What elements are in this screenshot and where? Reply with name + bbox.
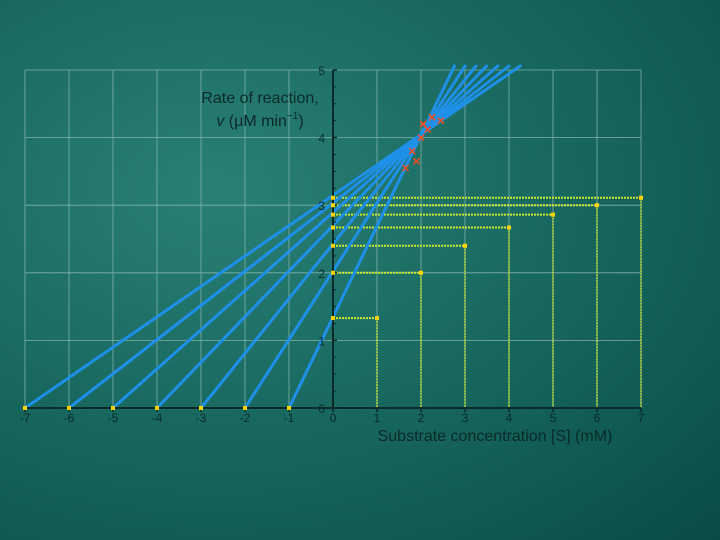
data-point-axis-v <box>331 243 335 248</box>
y-axis-label-units: (μM min <box>224 113 287 130</box>
data-point-negative-s <box>199 406 203 410</box>
markers <box>23 195 643 410</box>
x-tick-label: -6 <box>64 411 75 425</box>
y-axis-label-exponent: −1 <box>287 111 299 122</box>
x-tick-label: 4 <box>506 411 513 425</box>
x-axis-label: Substrate concentration [S] (mM) <box>378 428 613 445</box>
data-point-negative-s <box>23 406 27 410</box>
y-tick-label: 4 <box>318 132 325 146</box>
data-point-axis-v <box>331 212 335 217</box>
axes <box>24 69 642 412</box>
intersection-marks <box>402 113 445 172</box>
x-tick-label: -5 <box>108 411 119 425</box>
y-tick-label: 1 <box>318 334 325 348</box>
series-line <box>287 64 456 410</box>
x-tick-label: 0 <box>330 411 337 425</box>
series-line <box>155 64 489 410</box>
intersection-cross <box>428 113 436 121</box>
intersection-cross <box>419 120 427 128</box>
y-axis-label-line1: Rate of reaction, <box>201 90 318 107</box>
x-tick-label: 3 <box>462 411 469 425</box>
data-point-s-v <box>551 212 555 217</box>
y-axis-label-line2: v (μM min−1) <box>216 111 303 130</box>
data-point-s-v <box>463 243 467 248</box>
intersection-cross <box>437 117 445 125</box>
data-point-s-v <box>375 316 379 321</box>
data-point-s-v <box>595 203 599 208</box>
data-point-axis-v <box>331 203 335 208</box>
x-tick-label: 7 <box>638 411 645 425</box>
x-tick-label: -7 <box>20 411 31 425</box>
data-point-axis-v <box>331 270 335 275</box>
y-tick-label: 2 <box>318 267 325 281</box>
y-axis-label-variable: v <box>216 113 225 130</box>
y-axis-label-close: ) <box>298 113 303 130</box>
x-tick-label: 1 <box>374 411 381 425</box>
intersection-cross <box>402 164 410 172</box>
intersection-cross <box>417 134 425 142</box>
tick-labels: -7 -6 -5 -4 -3 -2 -1 0 1 2 3 4 5 6 7 0 1 2 3 4 5 <box>20 64 645 425</box>
series-line <box>111 64 500 410</box>
x-tick-label: 5 <box>550 411 557 425</box>
x-tick-label: -2 <box>240 411 251 425</box>
intersection-cross <box>413 157 421 165</box>
x-tick-label: -3 <box>196 411 207 425</box>
data-point-axis-v <box>331 195 335 200</box>
intersection-cross <box>408 147 416 155</box>
data-point-negative-s <box>243 406 247 410</box>
data-point-axis-v <box>331 225 335 230</box>
data-point-negative-s <box>155 406 159 410</box>
series-lines <box>23 64 522 410</box>
x-tick-label: 6 <box>594 411 601 425</box>
y-tick-label: 3 <box>318 199 325 213</box>
y-tick-label: 5 <box>318 64 325 78</box>
y-tick-label: 0 <box>318 402 325 416</box>
data-point-negative-s <box>67 406 71 410</box>
x-tick-label: -1 <box>284 411 295 425</box>
intersection-cross <box>424 125 432 134</box>
x-tick-label: 2 <box>418 411 425 425</box>
data-point-s-v <box>507 225 511 230</box>
data-point-negative-s <box>111 406 115 410</box>
data-point-axis-v <box>331 316 335 321</box>
data-point-s-v <box>419 270 423 275</box>
data-point-s-v <box>639 195 643 200</box>
data-point-negative-s <box>287 406 291 410</box>
drop-lines <box>333 196 642 408</box>
x-tick-label: -4 <box>152 411 163 425</box>
